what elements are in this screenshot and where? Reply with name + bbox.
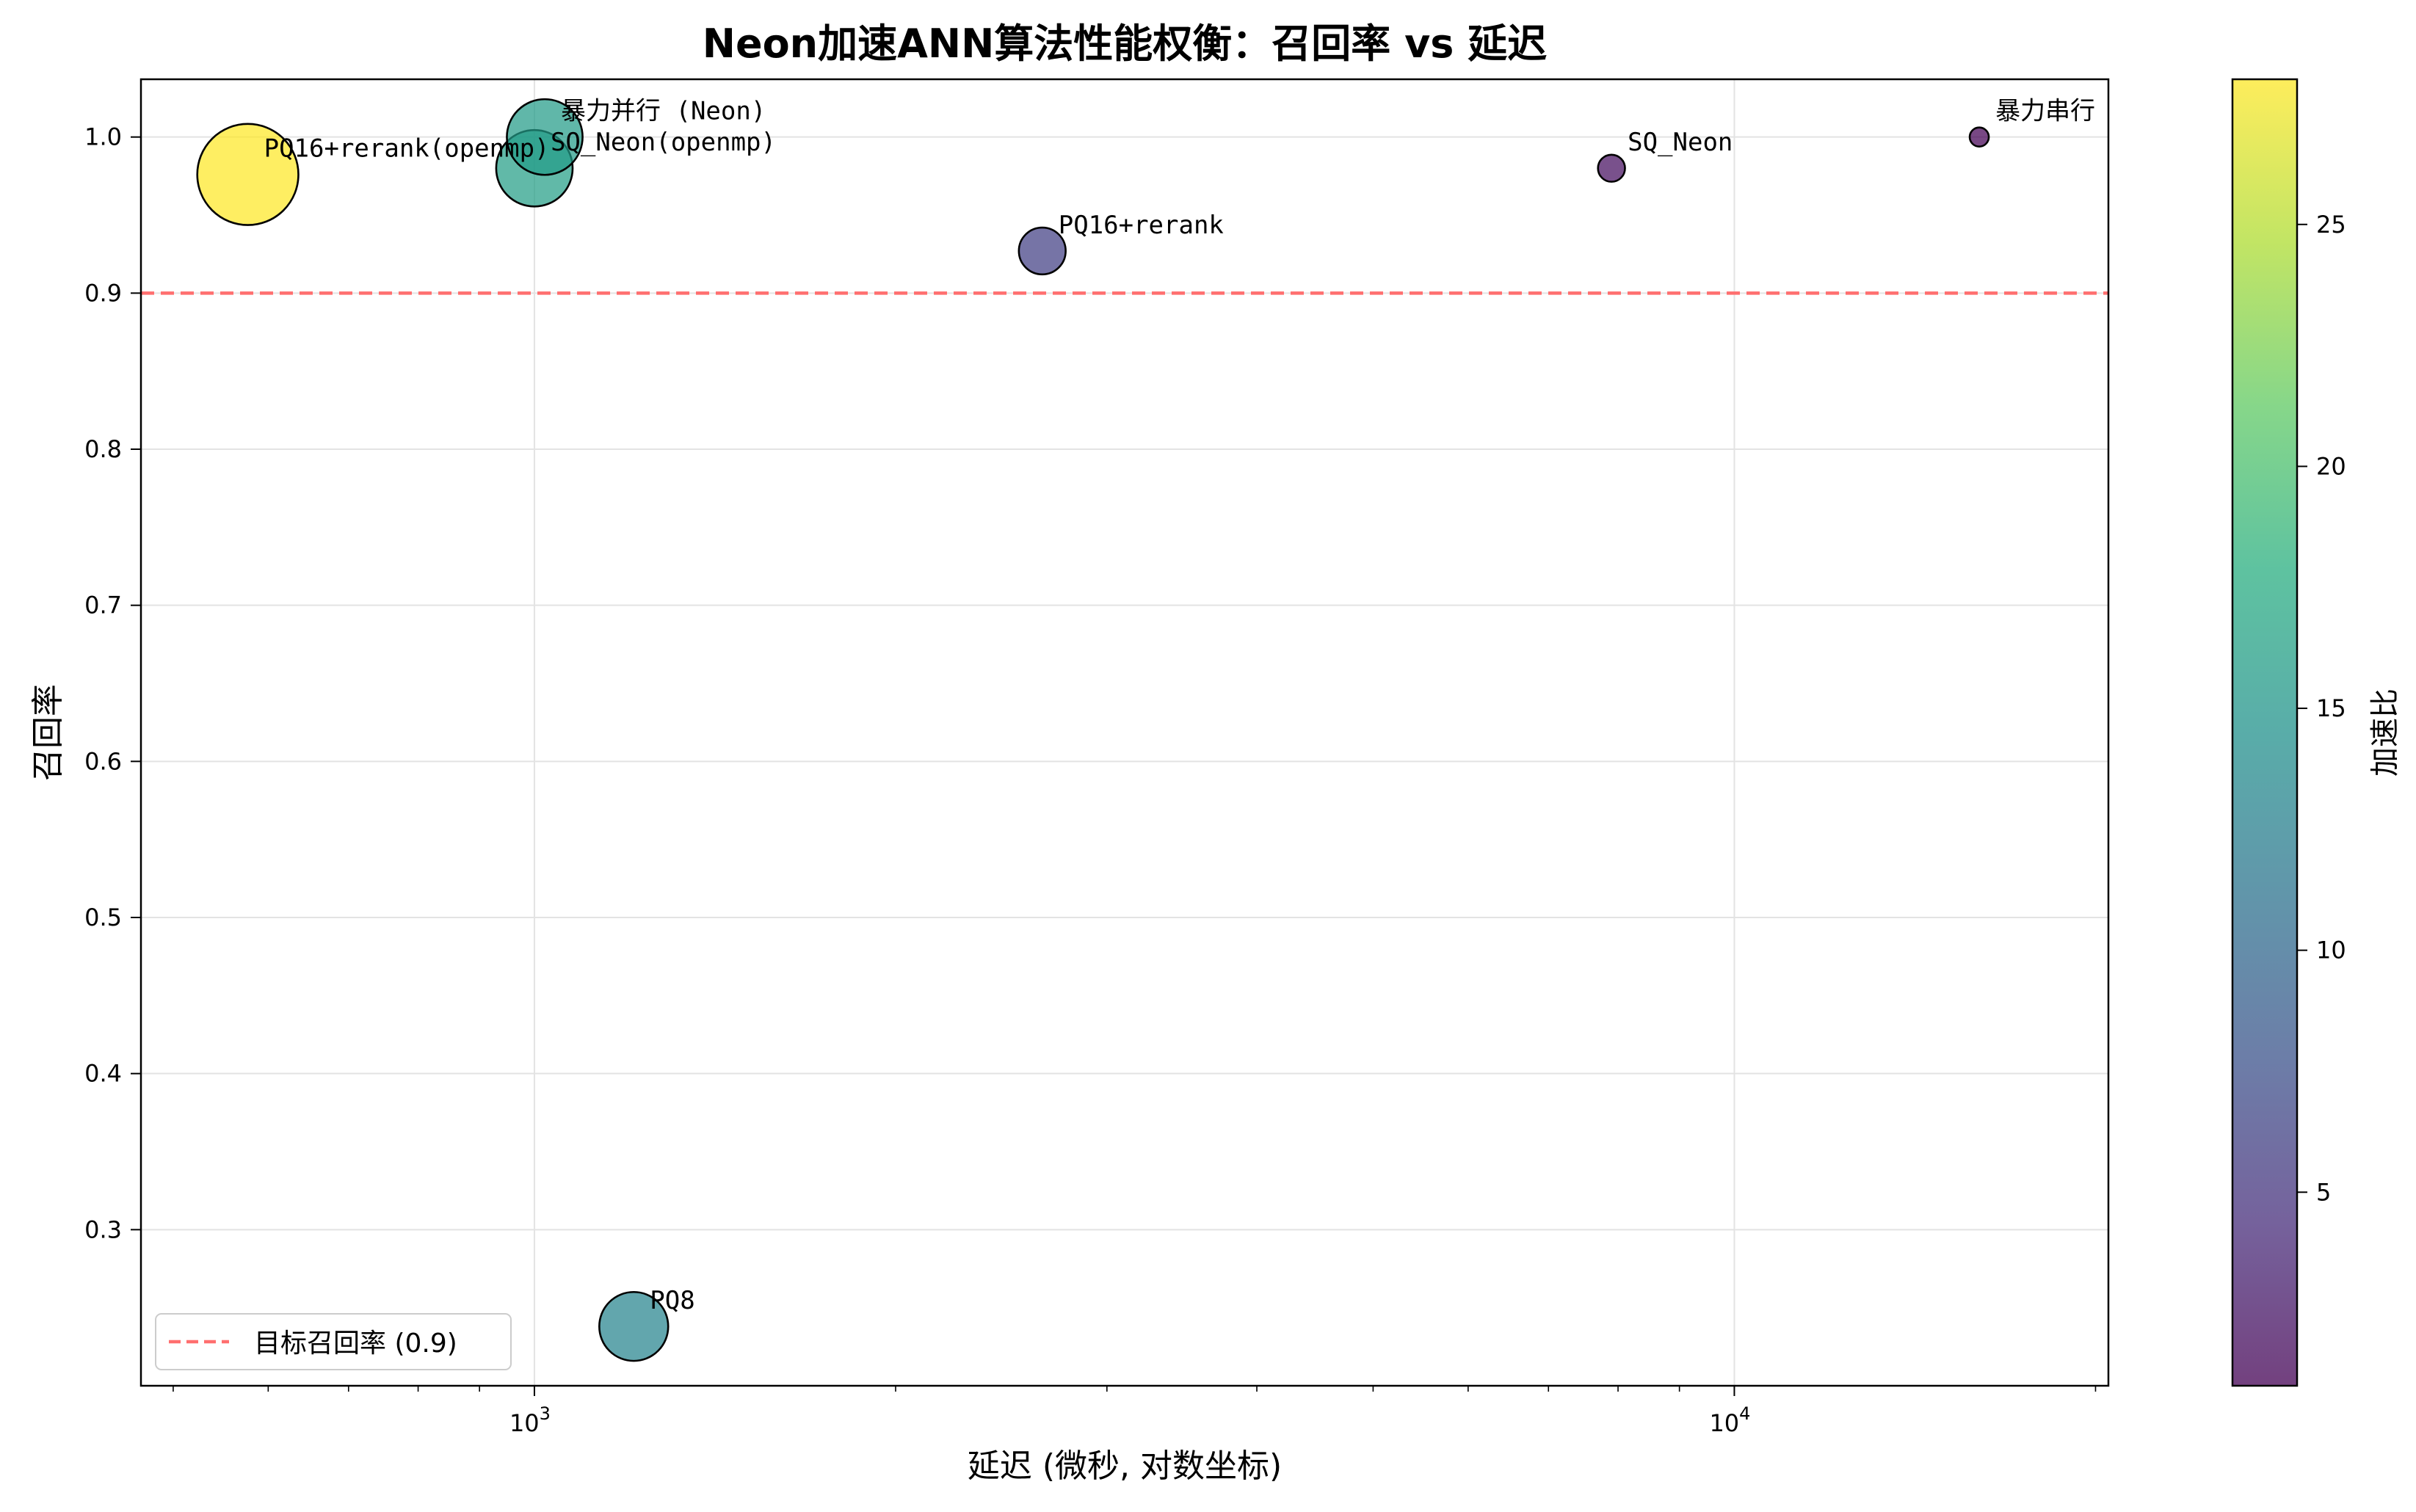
point-label: SQ_Neon(openmp)	[551, 128, 776, 157]
data-point	[1968, 126, 1990, 148]
chart-title: Neon加速ANN算法性能权衡：召回率 vs 延迟	[703, 21, 1547, 67]
colorbar-ticks: 5 10 15 20 25	[2297, 211, 2346, 1206]
data-point	[1597, 153, 1626, 183]
point-label: PQ16+rerank(openmp)	[264, 134, 550, 164]
colorbar-tick-label: 25	[2316, 211, 2346, 239]
legend-box	[155, 1313, 512, 1370]
grid-lines	[141, 79, 2108, 1386]
colorbar-gradient	[2232, 79, 2297, 1386]
y-tick-label: 0.4	[84, 1060, 122, 1088]
x-axis-label: 延迟 (微秒, 对数坐标)	[968, 1447, 1282, 1485]
point-label: PQ16+rerank	[1059, 211, 1224, 240]
colorbar-tick-label: 20	[2316, 452, 2346, 480]
plot-frame	[139, 78, 2110, 1387]
data-point	[196, 123, 300, 226]
point-label: PQ8	[650, 1286, 694, 1315]
data-points	[196, 98, 1990, 1362]
y-axis-ticks: 0.3 0.4 0.5 0.6 0.7 0.8 0.9 1.0	[84, 123, 141, 1243]
colorbar: 5 10 15 20 25 加速比	[2231, 78, 2402, 1387]
y-tick-label: 0.8	[84, 435, 122, 463]
legend[interactable]: 目标召回率 (0.9)	[155, 1313, 512, 1370]
y-tick-label: 0.5	[84, 904, 122, 931]
colorbar-tick-label: 15	[2316, 694, 2346, 722]
data-point	[1017, 226, 1067, 276]
point-labels: 暴力串行 SQ_Neon PQ16+rerank 暴力并行 (Neon)SQ_Neon…	[264, 97, 2095, 1316]
x-axis-ticks: 103 104	[173, 1386, 2097, 1437]
y-tick-label: 1.0	[84, 123, 122, 151]
colorbar-tick-label: 10	[2316, 937, 2346, 964]
x-tick-label: 103	[509, 1403, 551, 1437]
point-label: 暴力串行	[1995, 97, 2095, 126]
x-tick-base: 10	[1709, 1409, 1739, 1437]
y-tick-label: 0.7	[84, 592, 122, 619]
colorbar-tick-label: 5	[2316, 1178, 2331, 1206]
x-tick-exponent: 3	[540, 1403, 551, 1424]
x-tick-label: 104	[1709, 1403, 1750, 1437]
y-tick-label: 0.6	[84, 747, 122, 775]
y-tick-label: 0.3	[84, 1215, 122, 1243]
data-point	[598, 1290, 670, 1362]
colorbar-frame	[2231, 78, 2299, 1387]
x-tick-base: 10	[509, 1409, 540, 1437]
data-point	[506, 98, 584, 176]
colorbar-label: 加速比	[2368, 688, 2402, 777]
x-tick-exponent: 4	[1739, 1403, 1750, 1424]
y-tick-label: 0.9	[84, 279, 122, 307]
point-label: 暴力并行 (Neon)	[561, 97, 766, 126]
legend-label: 目标召回率 (0.9)	[254, 1329, 457, 1359]
point-label: SQ_Neon	[1628, 128, 1733, 157]
y-axis-label: 召回率	[29, 684, 67, 781]
